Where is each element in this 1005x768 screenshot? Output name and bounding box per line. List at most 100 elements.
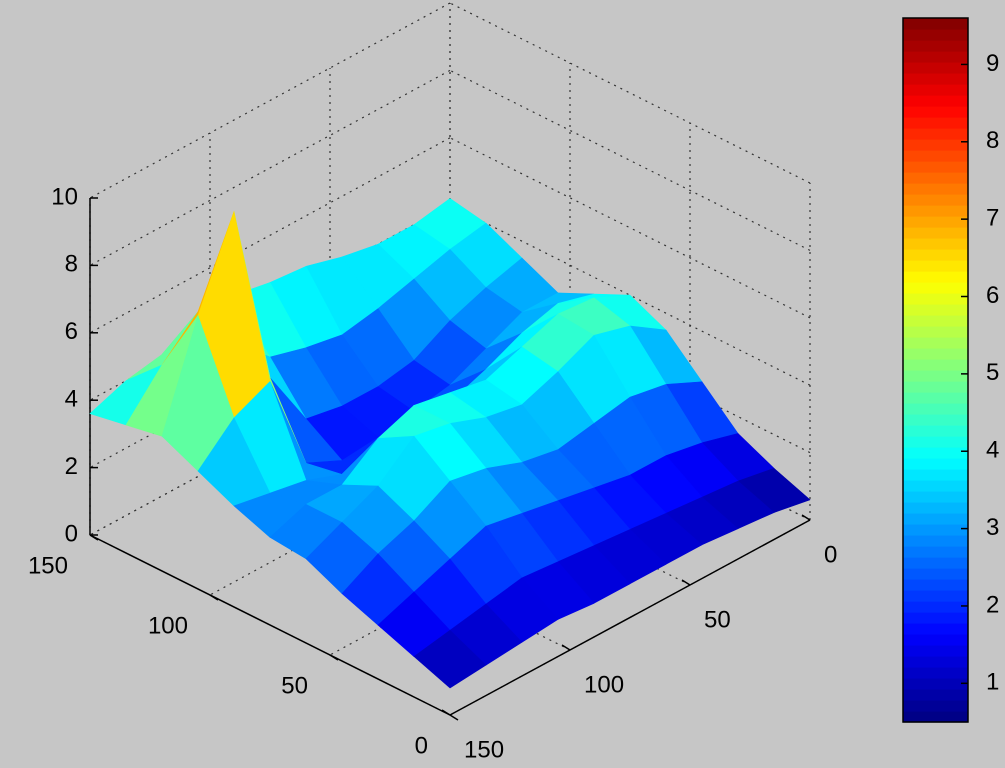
colorbar-swatch — [903, 568, 968, 580]
colorbar-tick-label: 5 — [986, 359, 999, 386]
colorbar-swatch — [903, 700, 968, 712]
colorbar-swatch — [903, 392, 968, 404]
colorbar-swatch — [903, 161, 968, 173]
colorbar-swatch — [903, 645, 968, 657]
colorbar-swatch — [903, 282, 968, 294]
z-tick-label: 2 — [65, 453, 78, 480]
colorbar-swatch — [903, 139, 968, 151]
colorbar-swatch — [903, 458, 968, 470]
colorbar-swatch — [903, 656, 968, 668]
colorbar-tick-label: 3 — [986, 514, 999, 541]
colorbar-swatch — [903, 315, 968, 327]
y-tick — [89, 534, 99, 541]
colorbar-swatch — [903, 238, 968, 250]
z-tick-label: 6 — [65, 318, 78, 345]
colorbar-swatch — [903, 590, 968, 602]
z-tick-label: 10 — [51, 183, 78, 210]
colorbar-swatch — [903, 205, 968, 217]
grid-line — [449, 69, 811, 251]
y-axis — [89, 534, 451, 716]
colorbar-swatch — [903, 414, 968, 426]
grid-line — [89, 2, 451, 199]
colorbar-tick-label: 6 — [986, 282, 999, 309]
y-tick-label: 50 — [281, 672, 308, 699]
x-tick-label: 0 — [824, 541, 837, 568]
colorbar-swatch — [903, 106, 968, 118]
colorbar-tick-label: 4 — [986, 437, 999, 464]
colorbar-swatch — [903, 557, 968, 569]
grid-line — [449, 2, 811, 184]
colorbar-swatch — [903, 546, 968, 558]
colorbar-tick-label: 2 — [986, 591, 999, 618]
colorbar-swatch — [903, 304, 968, 316]
x-tick — [801, 514, 811, 521]
colorbar-swatch — [903, 183, 968, 195]
colorbar-swatch — [903, 689, 968, 701]
colorbar-swatch — [903, 293, 968, 305]
colorbar-swatch — [903, 469, 968, 481]
colorbar-swatch — [903, 326, 968, 338]
colorbar-frame — [902, 17, 969, 723]
colorbar-swatch — [903, 623, 968, 635]
colorbar-swatch — [903, 381, 968, 393]
colorbar-swatch — [903, 249, 968, 261]
colorbar-swatch — [903, 634, 968, 646]
colorbar-swatch — [903, 150, 968, 162]
colorbar-swatch — [903, 502, 968, 514]
colorbar-swatch — [903, 667, 968, 679]
colorbar-swatch — [903, 678, 968, 690]
colorbar-swatch — [903, 447, 968, 459]
colorbar-swatch — [903, 117, 968, 129]
y-tick-label: 0 — [415, 732, 428, 759]
y-tick — [209, 594, 219, 601]
colorbar-swatch — [903, 612, 968, 624]
grid-line — [89, 69, 451, 266]
colorbar-swatch — [903, 260, 968, 272]
colorbar-swatch — [903, 403, 968, 415]
colorbar-swatch — [903, 227, 968, 239]
colorbar-swatch — [903, 40, 968, 52]
x-tick-label: 150 — [464, 736, 504, 763]
colorbar-swatch — [903, 337, 968, 349]
colorbar-swatch — [903, 84, 968, 96]
y-tick-label: 100 — [148, 612, 188, 639]
colorbar-swatch — [903, 62, 968, 74]
colorbar-tick-label: 8 — [986, 127, 999, 154]
colorbar-swatch — [903, 128, 968, 140]
x-tick — [681, 579, 691, 586]
colorbar-swatch — [903, 18, 968, 30]
colorbar-swatch — [903, 524, 968, 536]
colorbar-swatch — [903, 711, 968, 723]
y-tick — [449, 714, 459, 721]
colorbar-tick-label: 1 — [986, 669, 999, 696]
colorbar-swatch — [903, 579, 968, 591]
colorbar-tick-label: 7 — [986, 204, 999, 231]
x-tick-label: 100 — [584, 671, 624, 698]
z-tick-label: 4 — [65, 386, 78, 413]
y-tick-label: 150 — [28, 552, 68, 579]
colorbar-swatch — [903, 601, 968, 613]
z-tick-label: 0 — [65, 520, 78, 547]
z-tick-label: 8 — [65, 251, 78, 278]
colorbar-swatch — [903, 29, 968, 41]
colorbar-swatch — [903, 348, 968, 360]
colorbar-swatch — [903, 370, 968, 382]
colorbar-swatch — [903, 425, 968, 437]
colorbar-swatch — [903, 51, 968, 63]
grid-line — [89, 137, 451, 334]
colorbar-swatch — [903, 491, 968, 503]
colorbar-swatch — [903, 480, 968, 492]
colorbar-swatch — [903, 359, 968, 371]
colorbar-swatch — [903, 194, 968, 206]
colorbar-swatch — [903, 95, 968, 107]
x-tick — [441, 709, 451, 716]
colorbar-swatch — [903, 73, 968, 85]
x-tick — [561, 644, 571, 651]
surface-cell — [413, 629, 487, 689]
colorbar-swatch — [903, 535, 968, 547]
colorbar-tick-label: 9 — [986, 50, 999, 77]
colorbar-swatch — [903, 216, 968, 228]
colorbar-swatch — [903, 513, 968, 525]
colorbar-swatch — [903, 172, 968, 184]
